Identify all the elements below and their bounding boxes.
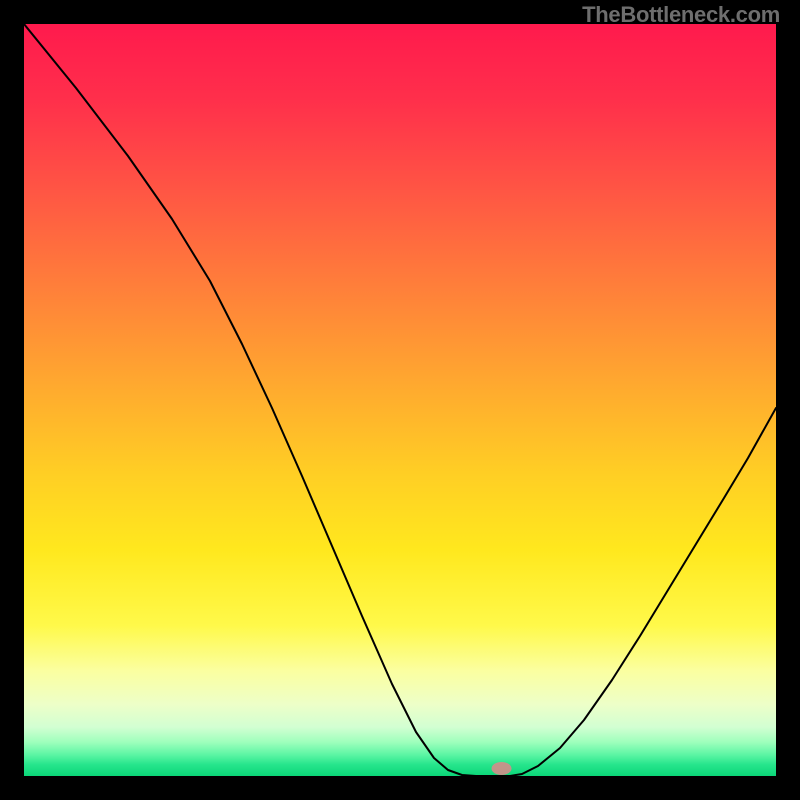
bottleneck-chart — [24, 24, 776, 776]
optimal-point-marker — [492, 762, 512, 775]
gradient-background — [24, 24, 776, 776]
watermark-text: TheBottleneck.com — [582, 2, 780, 28]
chart-frame — [24, 24, 776, 776]
